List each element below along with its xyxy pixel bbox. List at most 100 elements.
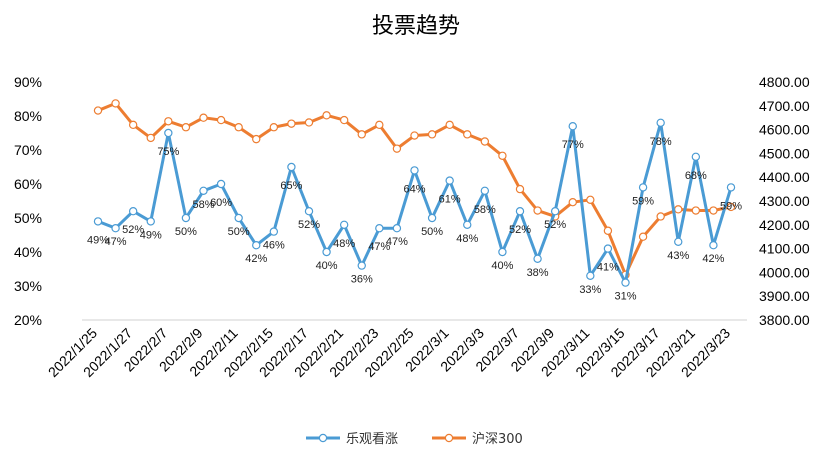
data-label: 33% [579,284,601,296]
data-point [638,183,648,192]
data-point [586,195,595,205]
y-right-tick-label: 4800.00 [759,74,810,90]
data-point [216,115,226,125]
y-right-tick-label: 4300.00 [759,193,810,209]
y-right-tick-label: 3900.00 [759,288,810,304]
data-point [568,121,577,131]
data-label: 47% [386,236,408,248]
chart-title: 投票趋势 [372,14,460,39]
data-point [392,223,402,233]
data-point [480,186,490,195]
data-point [128,206,138,216]
data-point [146,133,155,143]
data-point [304,206,314,216]
data-point [427,130,437,139]
data-label: 48% [456,233,478,245]
data-point [709,240,718,250]
data-point [656,212,665,221]
y-right-tick-label: 4000.00 [759,264,810,280]
chart-legend: 乐观看涨 沪深300 [306,431,523,447]
data-point [93,217,103,226]
data-label: 77% [562,139,584,151]
data-label: 75% [157,146,179,158]
legend-swatch-marker [318,433,328,443]
data-label: 50% [228,226,250,238]
data-point [533,254,542,263]
data-point [269,123,279,132]
data-point [164,117,173,126]
data-point [111,223,120,233]
data-label: 52% [544,219,566,231]
y-right-tick-label: 4700.00 [759,98,810,114]
data-point [674,205,683,214]
data-point [515,184,525,194]
data-point [269,227,279,236]
data-point [427,213,437,223]
data-point [533,206,542,215]
y-left-tick-label: 50% [14,210,42,226]
data-label: 58% [474,204,496,216]
data-label: 49% [140,229,162,241]
data-label: 59% [720,200,742,212]
data-label: 40% [491,260,513,272]
data-label: 78% [650,136,672,148]
data-point [216,179,226,189]
data-label: 41% [597,262,619,274]
data-point [199,186,208,195]
data-point [146,217,155,226]
data-point [674,237,683,246]
data-label: 31% [614,291,636,303]
data-label: 36% [351,274,373,286]
data-label: 68% [685,170,707,182]
data-point [621,278,630,287]
y-left-tick-label: 30% [14,278,42,294]
data-point [410,166,419,175]
y-left-tick-label: 60% [14,176,42,192]
data-label: 42% [702,253,724,265]
data-point [287,119,296,128]
data-point [375,223,384,233]
data-point [726,202,736,212]
data-label: 40% [316,260,338,272]
y-right-tick-label: 4200.00 [759,217,810,233]
data-point [375,120,384,130]
data-point [304,118,314,127]
data-point [656,118,665,128]
data-label: 59% [632,195,654,207]
data-label: 50% [421,226,443,238]
legend-label: 沪深300 [472,431,523,447]
data-point [498,247,507,257]
legend-swatch-marker [444,433,454,443]
data-point [252,240,261,250]
data-point [586,271,595,280]
legend-label: 乐观看涨 [346,431,398,447]
y-right-tick-label: 3800.00 [759,312,810,328]
y-right-tick-label: 4100.00 [759,241,810,257]
data-label: 42% [245,253,267,265]
data-point [181,213,191,223]
y-left-tick-label: 70% [14,142,42,158]
data-point [181,123,191,132]
data-point [445,120,454,130]
data-point [93,106,103,115]
y-right-tick-label: 4500.00 [759,145,810,161]
data-point [252,134,261,144]
data-point [463,220,472,229]
data-point [199,113,208,122]
data-point [691,152,701,161]
data-point [515,206,525,216]
data-point [392,144,402,153]
data-point [322,111,331,120]
data-label: 47% [105,236,127,248]
data-point [498,151,507,160]
data-label: 60% [210,197,232,209]
data-point [726,183,736,192]
data-point [480,137,490,146]
data-point [550,206,560,216]
y-left-tick-label: 20% [14,312,42,328]
data-point [445,176,454,185]
data-point [638,232,648,241]
data-label: 61% [439,194,461,206]
data-label: 52% [122,224,144,236]
